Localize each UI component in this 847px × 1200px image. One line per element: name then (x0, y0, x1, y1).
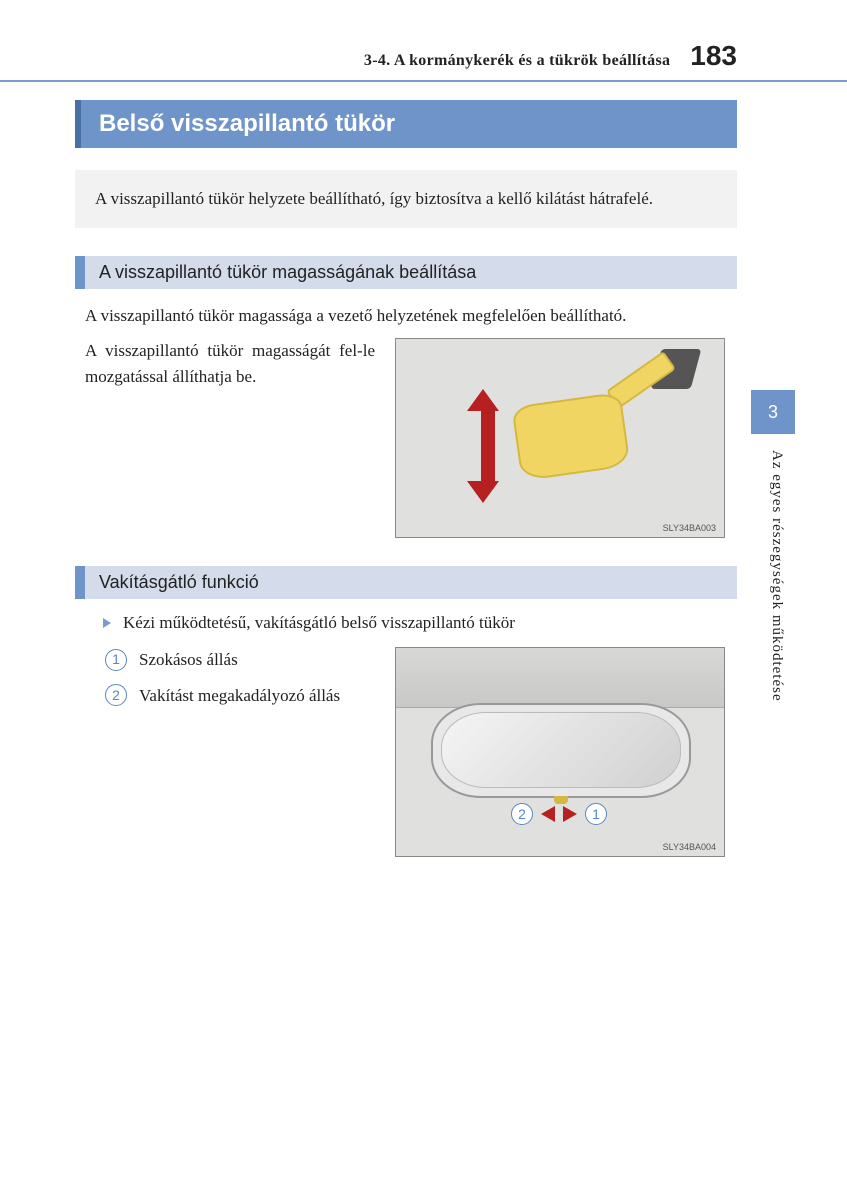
header-separator (0, 80, 847, 82)
figure1-wrapper: SLY34BA003 (395, 338, 727, 538)
section1-heading: A visszapillantó tükör magasságának beál… (75, 256, 737, 289)
page-title: Belső visszapillantó tükör (75, 100, 737, 148)
headliner-icon (396, 648, 724, 708)
mirror-body-icon (511, 392, 630, 482)
chapter-tab: 3 (751, 390, 795, 434)
page-number: 183 (690, 40, 737, 72)
figure2-code: SLY34BA004 (663, 842, 716, 852)
up-down-arrow-icon (476, 389, 499, 503)
fig2-label-right-icon: 1 (585, 803, 607, 825)
intro-text: A visszapillantó tükör helyzete beállíth… (95, 189, 653, 208)
triangle-bullet-icon (103, 618, 111, 628)
small-arrow-left-icon (541, 806, 555, 822)
section2-bullet-row: Kézi működtetésű, vakításgátló belső vis… (75, 613, 737, 633)
section1-p2: A visszapillantó tükör magasságát fel-le… (85, 338, 375, 538)
mirror-glass-icon (441, 712, 681, 788)
list-item-2-label: Vakítást megakadályozó állás (139, 683, 340, 709)
section2-heading: Vakításgátló funkció (75, 566, 737, 599)
circle-number-2-icon: 2 (105, 684, 127, 706)
small-arrow-right-icon (563, 806, 577, 822)
section1-row: A visszapillantó tükör magasságát fel-le… (75, 338, 737, 538)
breadcrumb: 3-4. A kormánykerék és a tükrök beállítá… (364, 52, 670, 70)
figure1-code: SLY34BA003 (663, 523, 716, 533)
list-item-2: 2 Vakítást megakadályozó állás (85, 683, 375, 709)
figure2: 2 1 SLY34BA004 (395, 647, 725, 857)
chapter-tab-number: 3 (768, 402, 778, 423)
circle-number-1-icon: 1 (105, 649, 127, 671)
figure1: SLY34BA003 (395, 338, 725, 538)
section2-row: 1 Szokásos állás 2 Vakítást megakadályoz… (75, 647, 737, 857)
list-item-1-label: Szokásos állás (139, 647, 238, 673)
chapter-tab-label: Az egyes részegységek működtetése (768, 450, 785, 702)
fig2-label-left-icon: 2 (511, 803, 533, 825)
page-header: 3-4. A kormánykerék és a tükrök beállítá… (75, 40, 737, 72)
section2-list: 1 Szokásos állás 2 Vakítást megakadályoz… (85, 647, 375, 857)
page-container: 3-4. A kormánykerék és a tükrök beállítá… (0, 0, 847, 925)
lever-label-group: 2 1 (511, 803, 607, 825)
list-item-1: 1 Szokásos állás (85, 647, 375, 673)
intro-box: A visszapillantó tükör helyzete beállíth… (75, 170, 737, 228)
section2-bullet-text: Kézi működtetésű, vakításgátló belső vis… (123, 613, 515, 633)
figure2-wrapper: 2 1 SLY34BA004 (395, 647, 727, 857)
section1-p1: A visszapillantó tükör magassága a vezet… (75, 303, 737, 329)
